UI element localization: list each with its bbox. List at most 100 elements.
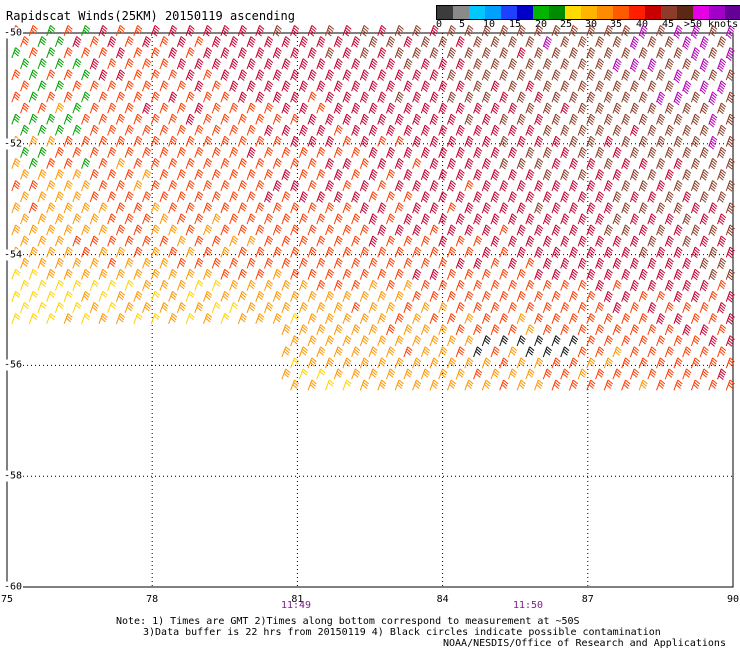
wind-barb (342, 313, 352, 325)
wind-barb (516, 135, 526, 148)
wind-barb (351, 102, 361, 115)
wind-barb (699, 302, 709, 313)
wind-barb (185, 202, 195, 214)
wind-barb (621, 180, 631, 192)
wind-barb (560, 36, 570, 48)
wind-barb (63, 290, 73, 302)
wind-barb (551, 47, 561, 59)
wind-barb (420, 368, 430, 380)
wind-barb (481, 25, 491, 37)
wind-barb (446, 91, 457, 104)
wind-barb (81, 268, 91, 280)
wind-barb (473, 58, 483, 70)
wind-barb (359, 290, 369, 302)
wind-barb (673, 113, 683, 126)
wind-barb (656, 180, 666, 192)
wind-barb (464, 47, 474, 59)
wind-barb (455, 346, 465, 358)
wind-barb (595, 36, 605, 48)
wind-barb (351, 368, 361, 380)
wind-barb (133, 224, 143, 236)
wind-barb (577, 346, 587, 358)
wind-barb (682, 102, 692, 115)
wind-barb (568, 246, 579, 259)
wind-barb (464, 379, 474, 391)
wind-barb (368, 124, 378, 137)
wind-barb (621, 379, 631, 391)
wind-barb (220, 69, 230, 81)
wind-barb (542, 146, 552, 159)
wind-barb (534, 290, 544, 302)
wind-barb (142, 58, 152, 70)
wind-barb (708, 379, 718, 391)
wind-barb (54, 257, 65, 269)
wind-barb (403, 102, 413, 115)
wind-barb (377, 224, 387, 236)
wind-barb (298, 124, 308, 137)
wind-barb (438, 302, 448, 313)
wind-barb (420, 146, 430, 159)
wind-barb (568, 91, 579, 104)
wind-barb (525, 191, 535, 203)
wind-barb (203, 47, 213, 59)
wind-barb (325, 290, 335, 302)
wind-barb (298, 257, 308, 269)
wind-barb (560, 169, 570, 181)
wind-barb (516, 313, 526, 325)
wind-barb (307, 313, 317, 325)
wind-barb (211, 257, 221, 269)
wind-barb (115, 135, 126, 147)
latitude-label: -52 (3, 138, 24, 150)
wind-barb (586, 290, 596, 302)
wind-barb (551, 113, 561, 126)
wind-barb (237, 290, 247, 302)
colorbar-segment (725, 6, 740, 19)
wind-barb (717, 102, 727, 115)
wind-barb (368, 191, 378, 203)
wind-barb (54, 279, 65, 291)
wind-barb (699, 124, 709, 137)
wind-barb (464, 25, 474, 37)
wind-barb (673, 379, 683, 391)
wind-barb (115, 290, 126, 302)
wind-barb (290, 47, 300, 59)
wind-barb (412, 113, 422, 126)
wind-barb (272, 113, 282, 125)
wind-barb (37, 146, 47, 158)
wind-barb (612, 36, 622, 48)
wind-barb (72, 124, 82, 136)
wind-barb (142, 80, 152, 92)
wind-barb (577, 102, 587, 115)
wind-barb (220, 47, 230, 59)
wind-barb (542, 324, 552, 336)
wind-barb (647, 191, 657, 203)
wind-barb (176, 279, 187, 291)
wind-barb (725, 180, 735, 192)
wind-barb (20, 80, 30, 92)
wind-barb (717, 213, 727, 225)
latitude-label: -50 (3, 27, 24, 39)
wind-barb (298, 58, 308, 70)
wind-barb (333, 346, 343, 358)
wind-barb (246, 58, 256, 70)
wind-barb (185, 47, 195, 59)
wind-barb (534, 47, 544, 59)
wind-barb (577, 257, 587, 270)
wind-barb (89, 102, 99, 114)
wind-barb (81, 180, 91, 192)
wind-barb (647, 368, 657, 380)
wind-barb (281, 80, 291, 92)
wind-barb (664, 80, 674, 92)
wind-barb (595, 102, 605, 115)
wind-barb (560, 124, 570, 137)
wind-barb (342, 290, 352, 302)
wind-barb (708, 47, 718, 59)
wind-barb (307, 158, 317, 169)
wind-barb (229, 191, 239, 203)
wind-barb (507, 36, 518, 48)
wind-barb (656, 69, 666, 81)
wind-barb (115, 202, 126, 214)
wind-barb (63, 69, 73, 81)
wind-barb (682, 257, 692, 270)
colorbar-segment (565, 6, 581, 19)
